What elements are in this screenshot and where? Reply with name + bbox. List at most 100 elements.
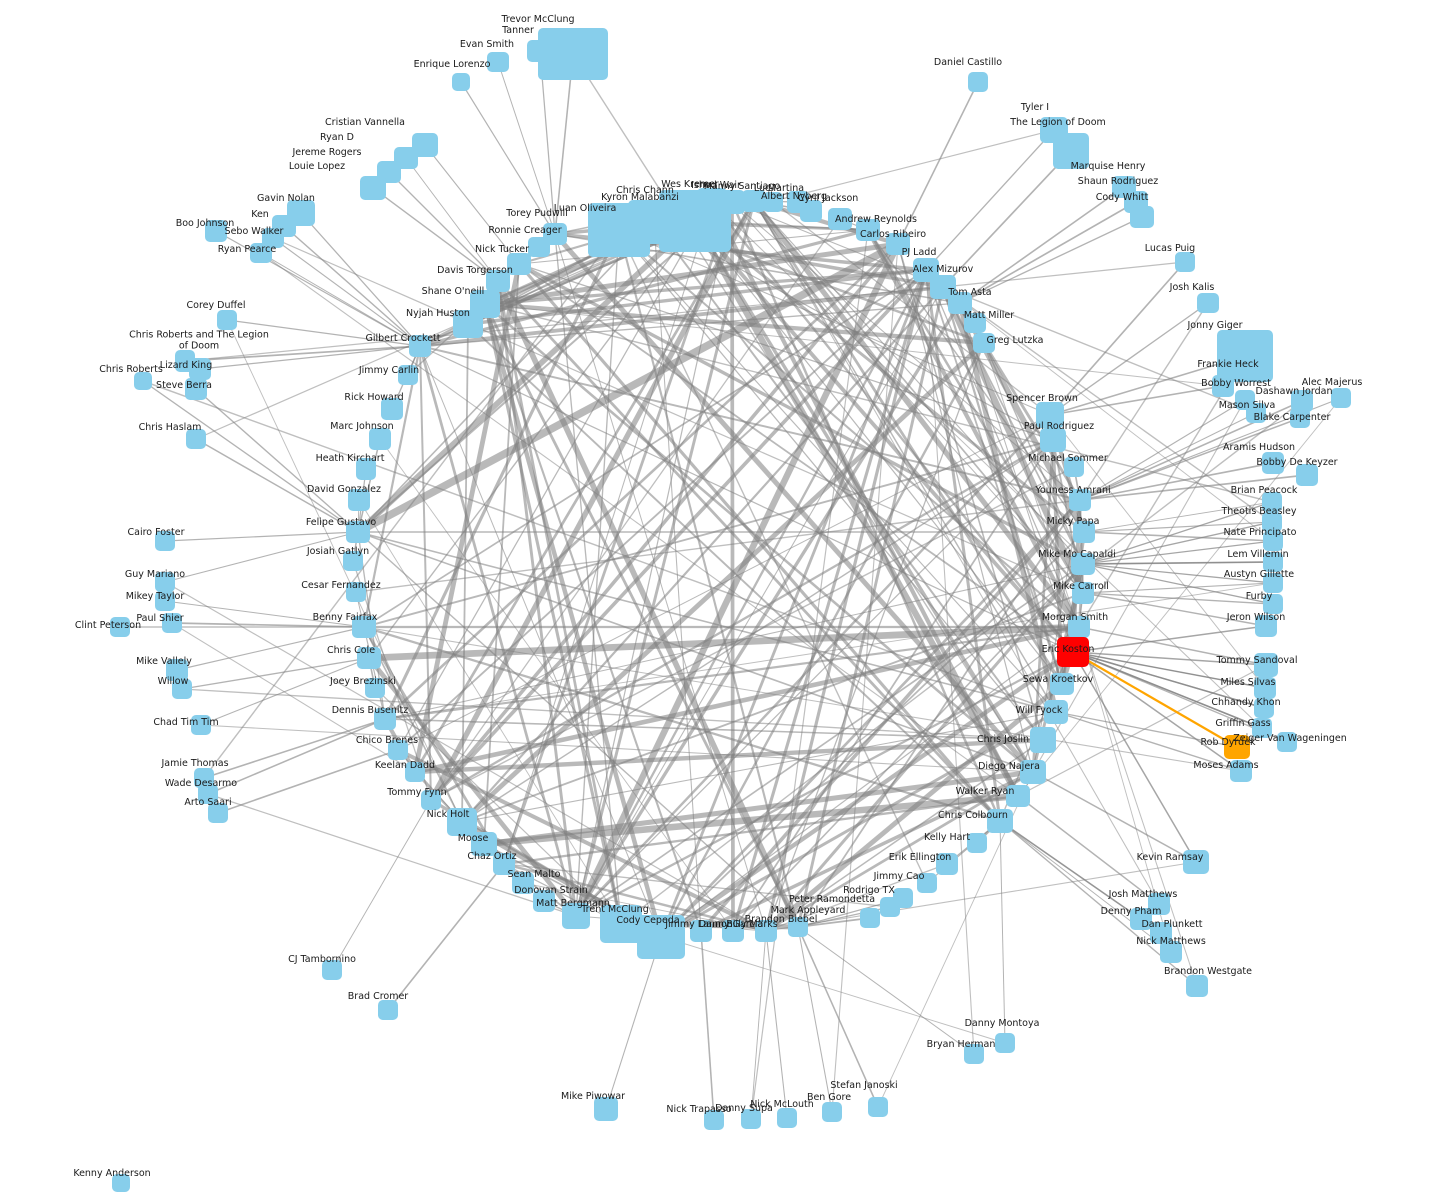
graph-node[interactable] [968, 72, 988, 92]
graph-node[interactable] [155, 591, 175, 611]
graph-node[interactable] [1246, 403, 1266, 423]
graph-node[interactable] [868, 1097, 888, 1117]
graph-node[interactable] [1044, 700, 1068, 724]
graph-node[interactable] [186, 429, 206, 449]
graph-node[interactable] [588, 203, 650, 257]
graph-node[interactable] [1036, 402, 1064, 428]
graph-node[interactable] [381, 398, 403, 420]
graph-node[interactable] [421, 790, 441, 810]
graph-node[interactable] [452, 73, 470, 91]
graph-node[interactable] [856, 219, 880, 241]
graph-node[interactable] [369, 428, 391, 450]
graph-node[interactable] [967, 833, 987, 853]
graph-node[interactable] [110, 617, 130, 637]
graph-node[interactable] [1254, 653, 1278, 677]
graph-node[interactable] [1254, 698, 1274, 718]
graph-node[interactable] [217, 310, 237, 330]
graph-node[interactable] [704, 1110, 724, 1130]
graph-node[interactable] [374, 708, 396, 730]
graph-node[interactable] [1262, 452, 1284, 474]
graph-node[interactable] [1262, 492, 1282, 512]
graph-node[interactable] [1263, 573, 1283, 593]
graph-node[interactable] [860, 908, 880, 928]
graph-node[interactable] [486, 270, 510, 292]
graph-node[interactable] [527, 40, 553, 62]
graph-node[interactable] [1290, 408, 1310, 428]
graph-node[interactable] [1230, 760, 1252, 782]
graph-node[interactable] [742, 190, 766, 212]
graph-node[interactable] [208, 803, 228, 823]
graph-node[interactable] [1175, 252, 1195, 272]
graph-node[interactable] [398, 365, 418, 385]
graph-node[interactable] [191, 715, 211, 735]
graph-node[interactable] [1069, 489, 1091, 511]
graph-node[interactable] [741, 1109, 761, 1129]
graph-node[interactable] [155, 531, 175, 551]
graph-node[interactable] [1252, 718, 1272, 738]
graph-node[interactable] [1291, 390, 1313, 412]
graph-node[interactable] [973, 333, 995, 353]
graph-node[interactable] [250, 243, 272, 263]
graph-node[interactable] [1160, 941, 1182, 963]
graph-node[interactable] [1212, 375, 1234, 397]
graph-node[interactable] [447, 808, 477, 836]
graph-node[interactable] [1197, 293, 1219, 313]
graph-node[interactable] [507, 253, 531, 275]
graph-node[interactable] [352, 616, 376, 638]
graph-node[interactable] [777, 1108, 797, 1128]
graph-node[interactable] [1064, 457, 1084, 477]
graph-node[interactable] [948, 292, 972, 314]
graph-node[interactable] [1130, 206, 1154, 228]
graph-node[interactable] [1254, 677, 1276, 699]
graph-node[interactable] [1186, 975, 1208, 997]
graph-node[interactable] [162, 613, 182, 633]
graph-node[interactable] [995, 1033, 1015, 1053]
graph-node[interactable] [155, 572, 175, 592]
graph-node[interactable] [763, 192, 783, 212]
graph-node[interactable] [357, 647, 381, 669]
graph-node[interactable] [828, 208, 852, 230]
graph-node[interactable] [405, 762, 425, 782]
graph-node[interactable] [755, 920, 777, 942]
graph-node[interactable] [189, 358, 211, 380]
graph-node[interactable] [594, 1097, 618, 1121]
graph-node[interactable] [936, 853, 958, 875]
graph-node[interactable] [493, 853, 515, 875]
graph-node[interactable] [1263, 552, 1283, 572]
graph-node[interactable] [533, 890, 555, 912]
graph-node[interactable] [134, 372, 152, 390]
graph-node[interactable] [600, 905, 642, 943]
graph-node[interactable] [1050, 673, 1074, 695]
graph-node[interactable] [198, 784, 218, 804]
graph-node[interactable] [453, 310, 483, 338]
graph-node[interactable] [1255, 615, 1277, 637]
graph-node[interactable] [1263, 594, 1283, 614]
graph-node[interactable] [637, 915, 685, 959]
graph-node[interactable] [1331, 388, 1351, 408]
graph-node[interactable] [1073, 521, 1095, 543]
graph-node[interactable] [1020, 760, 1046, 784]
graph-node[interactable] [788, 917, 808, 937]
graph-node[interactable] [1040, 428, 1066, 452]
graph-node[interactable] [512, 872, 534, 894]
graph-node[interactable] [205, 220, 227, 242]
graph-node[interactable] [409, 335, 431, 357]
graph-node[interactable] [1224, 735, 1250, 759]
graph-node[interactable] [1183, 850, 1209, 874]
graph-node[interactable] [322, 960, 342, 980]
graph-node[interactable] [346, 582, 366, 602]
graph-node[interactable] [917, 873, 937, 893]
graph-node[interactable] [172, 679, 192, 699]
graph-node[interactable] [690, 920, 712, 942]
graph-node[interactable] [800, 200, 822, 222]
graph-node[interactable] [719, 190, 745, 214]
graph-node[interactable] [964, 1044, 984, 1064]
graph-node[interactable] [194, 768, 214, 788]
graph-node[interactable] [365, 678, 385, 698]
graph-node[interactable] [1217, 330, 1273, 382]
graph-node[interactable] [1053, 133, 1089, 169]
graph-node[interactable] [487, 52, 509, 72]
graph-node[interactable] [1006, 785, 1030, 807]
graph-node[interactable] [1071, 553, 1095, 575]
